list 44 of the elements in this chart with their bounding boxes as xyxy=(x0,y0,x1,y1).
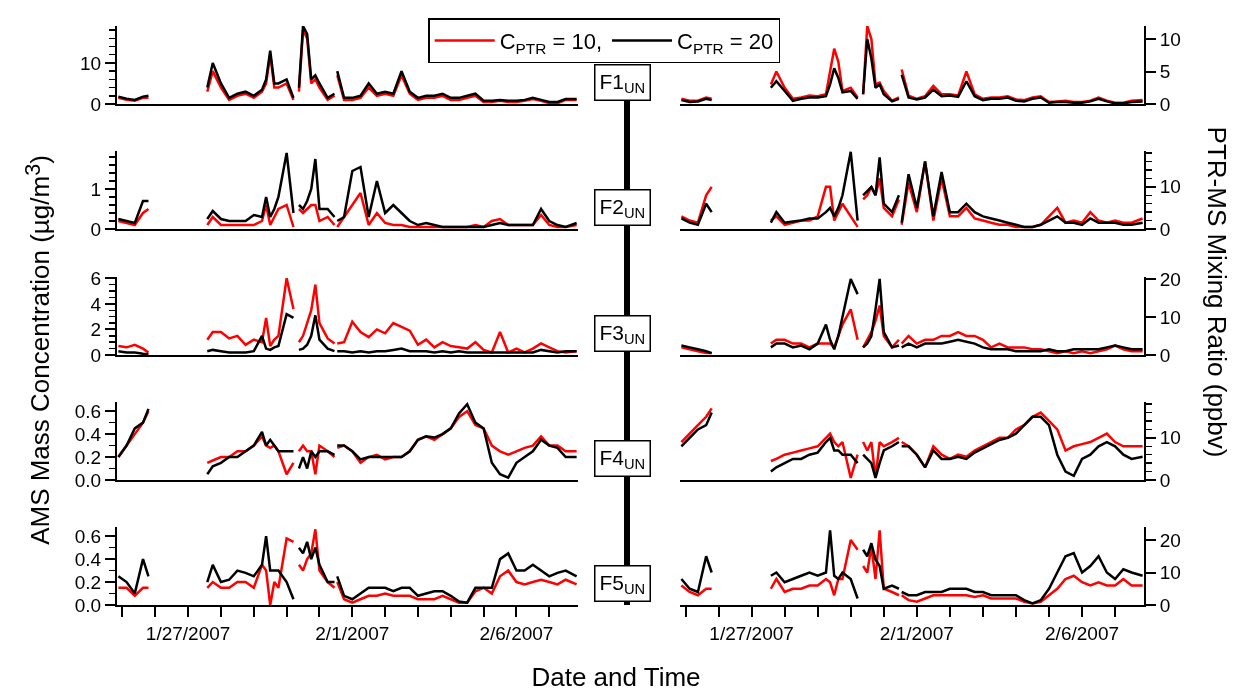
y-tick-label: 0.0 xyxy=(74,469,102,491)
text: F4$_{UN}$ xyxy=(599,445,646,472)
x-tick-label: 1/27/2007 xyxy=(145,622,231,644)
text: F3$_{UN}$ xyxy=(599,320,646,347)
text: F5$_{UN}$ xyxy=(599,570,646,598)
y-tick-label: 0.2 xyxy=(74,571,102,593)
y2-tick-label: 10 xyxy=(1159,28,1181,50)
x-tick-label: 2/6/2007 xyxy=(479,622,554,644)
y-tick-label: 0 xyxy=(90,344,102,366)
legend-label: C$_{PTR}$ = 20 xyxy=(677,29,774,57)
y-tick-label: 10 xyxy=(80,52,102,74)
x-tick-label: 1/27/2007 xyxy=(709,622,794,644)
y2-tick-label: 10 xyxy=(1159,562,1181,584)
y-tick-label: 0 xyxy=(90,218,102,240)
x-tick-label: 2/1/2007 xyxy=(879,622,954,644)
y-tick-label: 0.2 xyxy=(74,446,102,468)
y2-tick-label: 0 xyxy=(1159,594,1171,616)
y-tick-label: 0.4 xyxy=(74,548,102,570)
y2-tick-label: 10 xyxy=(1159,176,1181,198)
y2-tick-label: 0 xyxy=(1159,469,1171,491)
legend-label: C$_{PTR}$ = 10, xyxy=(499,29,603,57)
y-tick-label: 1 xyxy=(90,178,102,200)
y-tick-label: 0.6 xyxy=(74,526,102,548)
y-tick-label: 0 xyxy=(90,93,102,115)
y-tick-label: 0.0 xyxy=(74,594,102,616)
y-tick-label: 0.6 xyxy=(74,400,102,422)
y-tick-label: 0.4 xyxy=(74,423,102,445)
y2-tick-label: 10 xyxy=(1159,306,1181,328)
y2-axis-title: PTR-MS Mixing Ratio (ppbv) xyxy=(1200,126,1232,458)
y2-tick-label: 0 xyxy=(1159,344,1171,366)
y2-tick-label: 10 xyxy=(1159,427,1181,449)
y2-tick-label: 0 xyxy=(1159,93,1171,115)
x-tick-label: 2/1/2007 xyxy=(315,622,390,644)
x-tick-label: 2/6/2007 xyxy=(1045,622,1120,644)
text: F1$_{UN}$ xyxy=(599,69,646,96)
y-tick-label: 2 xyxy=(90,318,102,340)
text: F2$_{UN}$ xyxy=(599,194,646,222)
y2-tick-label: 0 xyxy=(1159,218,1171,240)
x-axis-title: Date and Time xyxy=(531,661,701,693)
y2-tick-label: 20 xyxy=(1159,268,1181,290)
y-tick-label: 4 xyxy=(90,293,102,315)
y2-tick-label: 20 xyxy=(1159,529,1181,551)
y2-tick-label: 5 xyxy=(1159,61,1171,83)
y-tick-label: 6 xyxy=(90,267,102,289)
